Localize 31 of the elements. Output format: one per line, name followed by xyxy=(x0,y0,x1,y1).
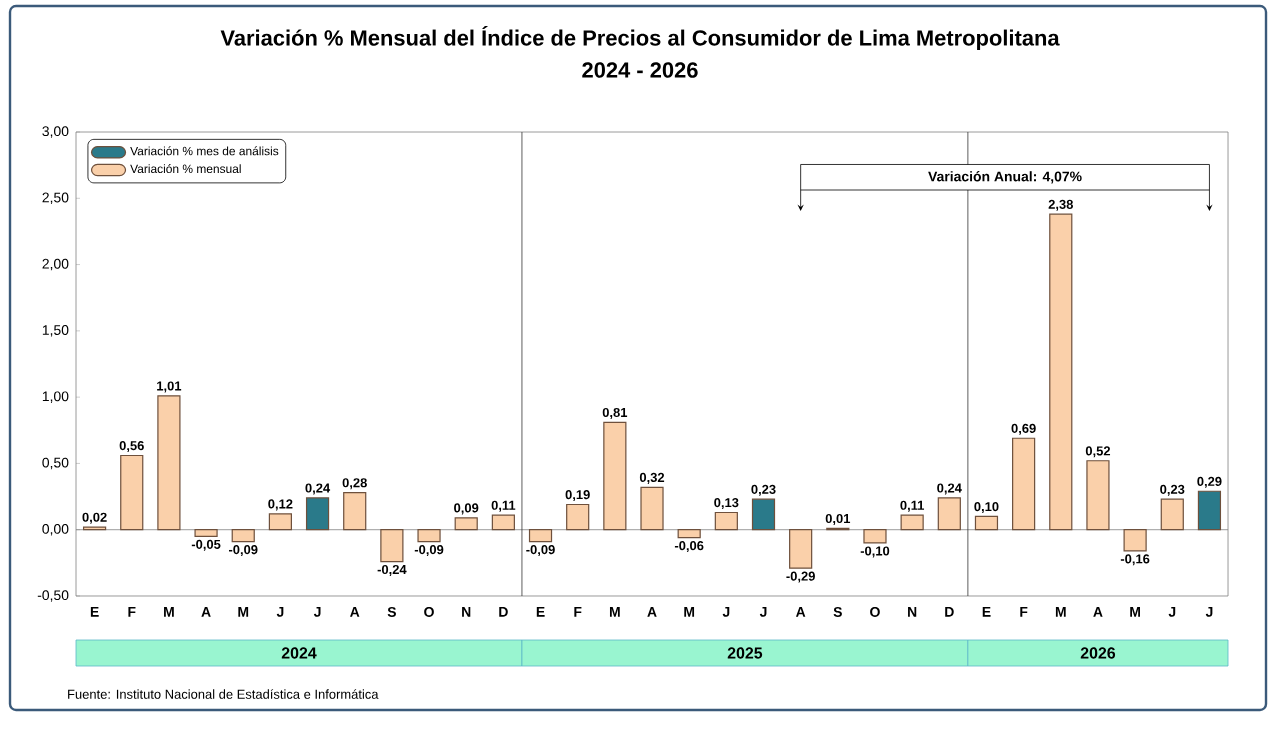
bar xyxy=(603,421,627,531)
bar xyxy=(1160,498,1184,531)
bar xyxy=(231,529,255,543)
bar xyxy=(380,529,404,563)
bar xyxy=(1123,529,1147,552)
chart-title: Variación % Mensual del Índice de Precios al Consumidor de Lima Metropolitana xyxy=(220,26,1060,50)
bar xyxy=(157,395,181,531)
bar xyxy=(1197,490,1222,531)
bar xyxy=(640,486,664,531)
bar xyxy=(714,511,738,531)
bar xyxy=(343,491,367,531)
bar xyxy=(863,529,887,544)
bar xyxy=(194,529,218,537)
bar xyxy=(900,514,924,531)
bar xyxy=(677,529,701,539)
bar xyxy=(566,503,590,531)
bar xyxy=(491,514,515,531)
bar xyxy=(937,497,961,531)
bar xyxy=(454,517,478,531)
bar xyxy=(120,454,144,531)
bar xyxy=(1049,213,1073,531)
bar xyxy=(1012,437,1036,531)
bar xyxy=(751,498,776,531)
bar xyxy=(1086,460,1110,531)
bar xyxy=(305,497,330,531)
bar xyxy=(974,515,999,531)
bar xyxy=(268,513,292,531)
bar xyxy=(789,529,813,569)
chart-subtitle: 2024 - 2026 xyxy=(582,62,698,78)
bar xyxy=(417,529,441,543)
bar xyxy=(528,529,553,543)
